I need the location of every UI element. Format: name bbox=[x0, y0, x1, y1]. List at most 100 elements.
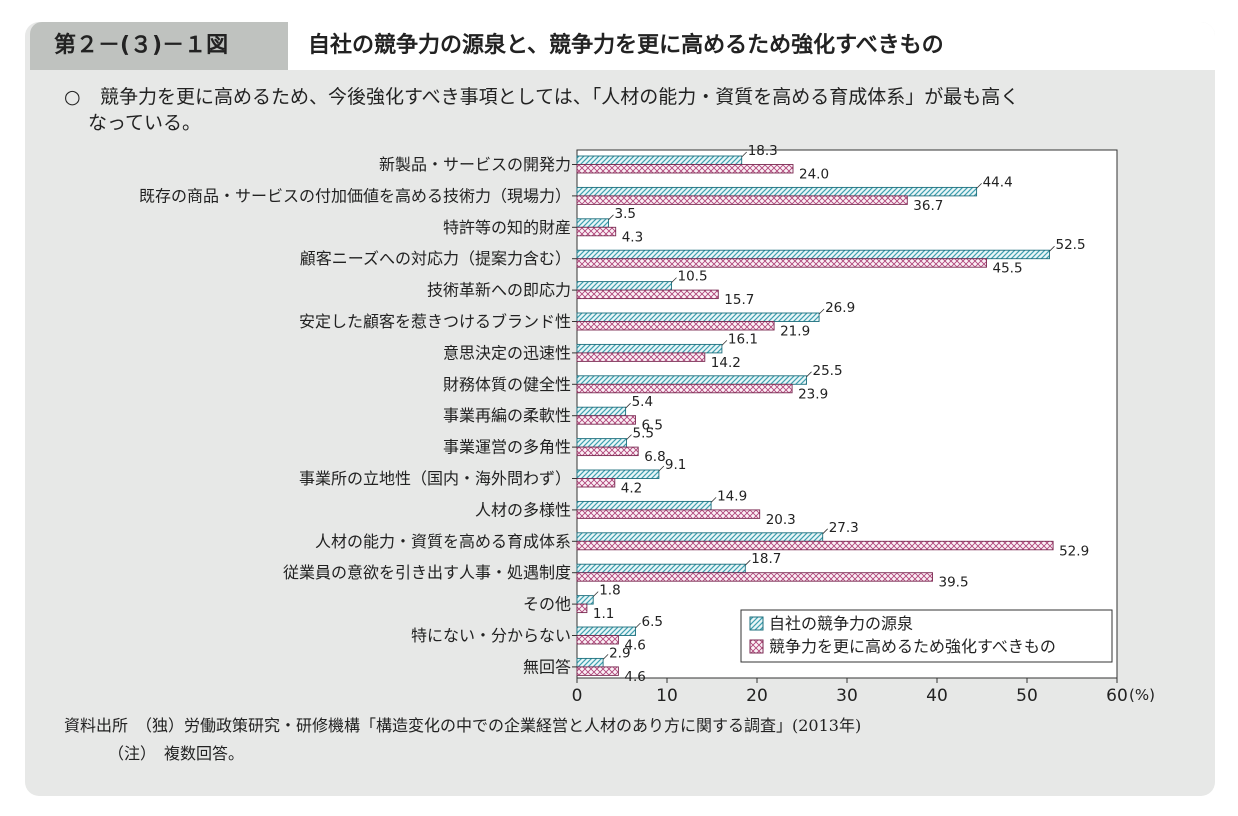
bar-to-strengthen bbox=[576, 415, 636, 425]
legend-label: 競争力を更に高めるため強化すべきもの bbox=[769, 637, 1056, 656]
legend-swatch-strengthen bbox=[749, 639, 764, 654]
value-leader-line bbox=[625, 402, 631, 409]
x-tick-label: 60 bbox=[1106, 686, 1128, 706]
value-label: 16.1 bbox=[728, 331, 758, 347]
value-label: 25.5 bbox=[813, 363, 843, 379]
legend-label: 自社の競争力の源泉 bbox=[769, 614, 913, 633]
value-leader-line bbox=[721, 340, 728, 346]
value-label: 3.5 bbox=[615, 206, 636, 222]
value-leader-line bbox=[745, 559, 751, 566]
value-label: 52.9 bbox=[1059, 543, 1089, 559]
bar-source-of-competitiveness bbox=[576, 186, 978, 197]
bar-source-of-competitiveness bbox=[576, 406, 627, 417]
value-label: 9.1 bbox=[665, 457, 686, 473]
value-label: 14.9 bbox=[717, 488, 747, 504]
bar-source-of-competitiveness bbox=[576, 500, 712, 511]
value-leader-line bbox=[658, 465, 665, 472]
category-label: 事業再編の柔軟性 bbox=[443, 406, 571, 425]
legend-swatch-source bbox=[749, 616, 764, 631]
bar-to-strengthen bbox=[576, 509, 761, 519]
bar-source-of-competitiveness bbox=[576, 438, 627, 448]
bar-to-strengthen bbox=[576, 164, 794, 174]
value-label: 14.2 bbox=[711, 355, 741, 371]
value-label: 4.6 bbox=[624, 638, 645, 654]
source-note: 資料出所 （独）労働政策研究・研修機構「構造変化の中での企業経営と人材のあり方に… bbox=[64, 712, 861, 768]
value-leader-line bbox=[602, 654, 609, 660]
value-leader-line bbox=[806, 371, 812, 378]
bar-source-of-competitiveness bbox=[576, 375, 807, 385]
value-label: 23.9 bbox=[798, 386, 828, 402]
category-label: 新製品・サービスの開発力 bbox=[379, 155, 571, 174]
bar-source-of-competitiveness bbox=[576, 281, 672, 291]
category-label: 事業所の立地性（国内・海外問わず） bbox=[299, 469, 571, 488]
bar-source-of-competitiveness bbox=[576, 469, 660, 479]
bar-source-of-competitiveness bbox=[576, 626, 636, 636]
bar-to-strengthen bbox=[576, 446, 639, 457]
category-label: 安定した顧客を惹きつけるブランド性 bbox=[299, 312, 571, 331]
x-tick-label: 40 bbox=[926, 686, 948, 706]
value-label: 4.3 bbox=[622, 229, 643, 245]
bar-to-strengthen bbox=[576, 540, 1054, 551]
summary-line-2: なっている。 bbox=[88, 112, 202, 134]
bar-source-of-competitiveness bbox=[576, 249, 1050, 260]
value-leader-line bbox=[592, 591, 599, 597]
category-label: 無回答 bbox=[523, 657, 571, 676]
bar-to-strengthen bbox=[576, 352, 706, 362]
figure-title: 自社の競争力の源泉と、競争力を更に高めるため強化すべきもの bbox=[288, 22, 1215, 70]
category-label: 人材の能力・資質を高める育成体系 bbox=[315, 532, 571, 551]
x-tick-label: 30 bbox=[836, 686, 858, 706]
bar-source-of-competitiveness bbox=[576, 312, 820, 322]
category-label: 財務体質の健全性 bbox=[443, 375, 571, 394]
x-tick-label: 20 bbox=[746, 686, 768, 706]
bar-to-strengthen bbox=[576, 289, 719, 300]
value-label: 2.9 bbox=[609, 645, 630, 661]
x-tick-label: 0 bbox=[572, 686, 583, 706]
bar-source-of-competitiveness bbox=[576, 595, 594, 605]
value-leader-line bbox=[608, 214, 614, 221]
bar-source-of-competitiveness bbox=[576, 218, 609, 228]
bar-to-strengthen bbox=[576, 258, 987, 268]
category-label: 特にない・分からない bbox=[411, 626, 571, 645]
note-line: （注） 複数回答。 bbox=[108, 744, 245, 763]
value-leader-line bbox=[671, 277, 677, 283]
bar-to-strengthen bbox=[576, 572, 933, 582]
category-label: 既存の商品・サービスの付加価値を高める技術力（現場力） bbox=[139, 186, 571, 205]
value-label: 4.2 bbox=[621, 481, 642, 497]
value-label: 27.3 bbox=[829, 520, 859, 536]
value-label: 44.4 bbox=[983, 174, 1013, 190]
category-label: 人材の多様性 bbox=[475, 500, 571, 519]
category-label: 技術革新への即応力 bbox=[427, 281, 571, 300]
value-label: 4.6 bbox=[624, 669, 645, 685]
value-label: 26.9 bbox=[825, 300, 855, 316]
value-label: 6.8 bbox=[644, 449, 665, 465]
value-label: 39.5 bbox=[939, 575, 969, 591]
value-leader-line bbox=[741, 151, 747, 158]
value-label: 6.5 bbox=[642, 418, 663, 434]
category-label: 特許等の知的財産 bbox=[443, 218, 571, 237]
bar-source-of-competitiveness bbox=[576, 657, 604, 668]
bar-to-strengthen bbox=[576, 603, 588, 614]
value-leader-line bbox=[818, 308, 825, 315]
value-label: 15.7 bbox=[724, 292, 754, 308]
bar-to-strengthen bbox=[576, 478, 616, 488]
value-leader-line bbox=[710, 497, 717, 503]
category-label: その他 bbox=[523, 595, 571, 614]
source-line: 資料出所 （独）労働政策研究・研修機構「構造変化の中での企業経営と人材のあり方に… bbox=[64, 716, 862, 735]
value-label: 18.7 bbox=[751, 551, 781, 567]
value-label: 10.5 bbox=[678, 269, 708, 285]
bar-to-strengthen bbox=[576, 383, 793, 394]
value-leader-line bbox=[822, 528, 828, 535]
bar-to-strengthen bbox=[576, 635, 619, 645]
category-label: 意思決定の迅速性 bbox=[443, 343, 571, 362]
value-label: 21.9 bbox=[780, 324, 810, 340]
figure-header: 第２－(３)－１図 自社の競争力の源泉と、競争力を更に高めるため強化すべきもの bbox=[30, 22, 1215, 70]
value-label: 52.5 bbox=[1056, 237, 1086, 253]
summary-bullet: ○ bbox=[64, 86, 81, 108]
bar-to-strengthen bbox=[576, 195, 908, 205]
summary-line-1: 競争力を更に高めるため、今後強化すべき事項としては、「人材の能力・資質を高める育… bbox=[100, 86, 1020, 108]
bar-source-of-competitiveness bbox=[576, 532, 824, 542]
value-label: 24.0 bbox=[799, 167, 829, 183]
bar-to-strengthen bbox=[576, 666, 619, 676]
value-label: 18.3 bbox=[748, 143, 778, 159]
value-label: 36.7 bbox=[913, 198, 943, 214]
